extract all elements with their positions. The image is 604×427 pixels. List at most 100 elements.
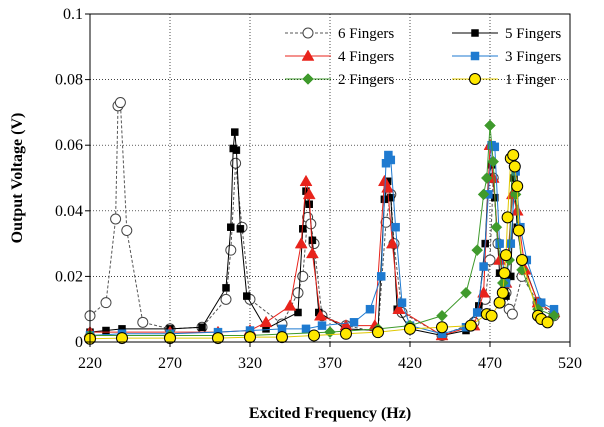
series-2-fingers xyxy=(84,119,560,342)
data-point-6-fingers xyxy=(220,293,232,305)
legend-label: 4 Fingers xyxy=(338,49,394,65)
y-tick-label: 0 xyxy=(75,334,83,351)
data-point-1-finger xyxy=(436,321,448,334)
data-point-6-fingers xyxy=(230,157,242,169)
data-point-6-fingers xyxy=(114,97,126,109)
ticks: 0 0.02 0.04 0.06 0.08 0.1 220 270 320 370 420 470 52… xyxy=(55,6,582,372)
data-point-4-fingers xyxy=(392,302,406,314)
x-tick-label: 520 xyxy=(558,355,582,372)
data-point-3-fingers xyxy=(391,222,400,232)
data-point-1-finger xyxy=(464,319,477,332)
legend-item-6-fingers: 6 Fingers xyxy=(285,26,394,42)
y-tick-label: 0.1 xyxy=(63,6,83,23)
y-tick-label: 0.04 xyxy=(55,203,83,220)
legend-item-5-fingers: 5 Fingers xyxy=(452,26,561,42)
x-tick-label: 320 xyxy=(238,355,262,372)
data-point-4-fingers xyxy=(313,309,327,321)
series-line-1-finger xyxy=(89,153,548,340)
data-point-3-fingers xyxy=(317,321,327,330)
data-point-1-finger xyxy=(244,331,256,344)
legend-marker xyxy=(302,73,314,85)
y-tick-label: 0.08 xyxy=(55,72,83,89)
data-point-2-fingers xyxy=(460,286,472,299)
x-tick-label: 370 xyxy=(318,355,342,372)
data-point-3-fingers xyxy=(472,308,482,317)
data-point-2-fingers xyxy=(477,188,490,201)
x-axis-label: Excited Frequency (Hz) xyxy=(249,405,411,422)
data-point-5-fingers xyxy=(387,193,395,202)
data-point-4-fingers xyxy=(259,315,273,328)
legend-marker xyxy=(470,51,480,61)
grid xyxy=(90,14,570,342)
x-tick-label: 470 xyxy=(478,355,502,372)
data-point-4-fingers xyxy=(302,187,316,200)
data-point-1-finger xyxy=(308,329,320,342)
data-point-5-fingers xyxy=(243,292,251,300)
data-point-1-finger xyxy=(498,267,511,280)
data-point-5-fingers xyxy=(236,225,245,233)
data-point-1-finger xyxy=(372,326,384,339)
data-point-5-fingers xyxy=(232,146,241,154)
data-point-3-fingers xyxy=(397,298,407,307)
data-point-1-finger xyxy=(508,160,521,173)
y-tick-label: 0.06 xyxy=(55,137,83,154)
data-point-4-fingers xyxy=(294,237,308,249)
legend-marker xyxy=(471,29,479,37)
data-point-6-fingers xyxy=(380,216,392,228)
data-point-1-finger xyxy=(496,286,509,299)
data-point-1-finger xyxy=(516,254,528,266)
data-point-3-fingers xyxy=(301,324,311,334)
data-point-6-fingers xyxy=(506,308,518,320)
legend-item-2-fingers: 2 Fingers xyxy=(285,72,394,88)
series-layer xyxy=(83,97,561,345)
data-point-1-finger xyxy=(116,332,128,345)
data-point-1-finger xyxy=(485,309,498,322)
legend-label: 5 Fingers xyxy=(505,26,561,42)
data-point-2-fingers xyxy=(487,155,500,168)
data-point-6-fingers xyxy=(297,270,309,282)
data-point-3-fingers xyxy=(349,318,359,327)
data-point-5-fingers xyxy=(308,236,317,245)
legend-label: 2 Fingers xyxy=(338,72,394,88)
data-point-1-finger xyxy=(212,332,224,345)
x-tick-label: 270 xyxy=(158,355,182,372)
legend-marker xyxy=(301,49,315,61)
data-point-4-fingers xyxy=(385,237,399,249)
data-point-2-fingers xyxy=(484,119,496,132)
legend-marker xyxy=(302,27,314,39)
data-point-2-fingers xyxy=(490,221,503,234)
data-point-3-fingers xyxy=(386,155,396,165)
data-point-1-finger xyxy=(512,224,525,237)
legend: 6 Fingers 5 Fingers 4 Fingers 3 Fingers 2 Fi… xyxy=(285,26,561,88)
data-point-1-finger xyxy=(501,211,514,224)
series-1-finger xyxy=(84,149,554,345)
legend-label: 6 Fingers xyxy=(338,26,394,42)
y-tick-label: 0.02 xyxy=(55,268,83,285)
x-tick-label: 220 xyxy=(78,355,102,372)
data-point-6-fingers xyxy=(137,316,149,328)
data-point-1-finger xyxy=(507,149,520,162)
legend-item-3-fingers: 3 Fingers xyxy=(452,49,561,65)
data-point-2-fingers xyxy=(480,172,493,184)
data-point-5-fingers xyxy=(294,308,302,317)
legend-label: 1 Finger xyxy=(505,72,555,88)
data-point-1-finger xyxy=(404,322,416,335)
legend-marker xyxy=(469,73,481,85)
legend-item-1-finger: 1 Finger xyxy=(452,72,555,88)
legend-label: 3 Fingers xyxy=(505,49,561,65)
data-point-3-fingers xyxy=(490,142,500,152)
data-point-4-fingers xyxy=(299,174,313,187)
x-tick-label: 420 xyxy=(398,355,422,372)
data-point-1-finger xyxy=(500,249,512,262)
data-point-6-fingers xyxy=(100,297,112,309)
data-point-4-fingers xyxy=(477,286,491,298)
series-5-fingers xyxy=(86,128,558,340)
data-point-6-fingers xyxy=(110,213,122,225)
y-axis-label: Output Voltage (V) xyxy=(9,113,26,244)
series-line-5-fingers xyxy=(89,132,555,336)
data-point-5-fingers xyxy=(102,326,110,335)
data-point-1-finger xyxy=(511,180,524,193)
data-point-1-finger xyxy=(340,327,352,340)
data-point-5-fingers xyxy=(222,284,230,292)
data-point-3-fingers xyxy=(365,304,375,314)
